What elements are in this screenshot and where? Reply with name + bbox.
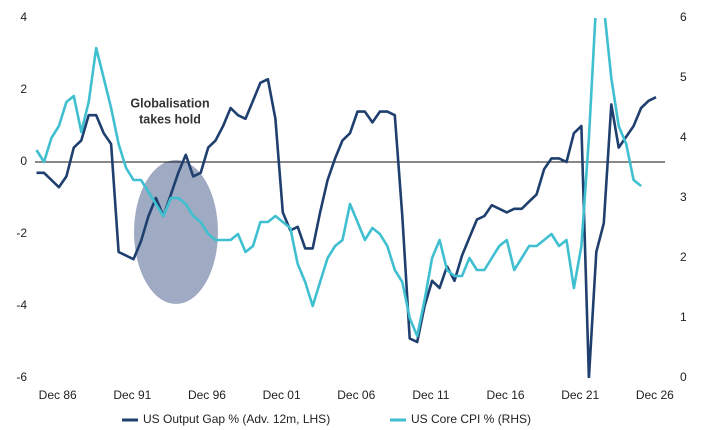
legend-label: US Core CPI % (RHS) (411, 412, 531, 426)
x-tick-label: Dec 21 (561, 388, 599, 402)
y2-tick-label: 2 (680, 250, 687, 264)
series-line (36, 77, 657, 378)
annotation: takes hold (139, 112, 201, 126)
y2-tick-label: 6 (680, 10, 687, 24)
x-tick-label: Dec 11 (412, 388, 449, 402)
x-tick-label: Dec 26 (636, 388, 674, 402)
x-tick-label: Dec 96 (188, 388, 226, 402)
y2-tick-label: 3 (680, 190, 687, 204)
x-tick-label: Dec 91 (113, 388, 151, 402)
y-tick-label: -4 (16, 298, 27, 312)
y-tick-label: -2 (16, 226, 27, 240)
x-tick-label: Dec 06 (337, 388, 375, 402)
y2-tick-label: 0 (680, 370, 687, 384)
y2-tick-label: 5 (680, 70, 687, 84)
x-tick-label: Dec 86 (39, 388, 77, 402)
annotation: Globalisation (130, 96, 209, 110)
series-line (35, 18, 642, 338)
x-tick-label: Dec 01 (263, 388, 301, 402)
y-tick-label: 4 (20, 10, 27, 24)
y-tick-label: -6 (16, 370, 27, 384)
legend-label: US Output Gap % (Adv. 12m, LHS) (143, 412, 330, 426)
highlight-ellipse (134, 160, 218, 304)
y-tick-label: 2 (20, 82, 27, 96)
x-tick-label: Dec 16 (487, 388, 525, 402)
y2-tick-label: 4 (680, 130, 687, 144)
y-tick-label: 0 (20, 154, 27, 168)
y2-tick-label: 1 (680, 310, 687, 324)
